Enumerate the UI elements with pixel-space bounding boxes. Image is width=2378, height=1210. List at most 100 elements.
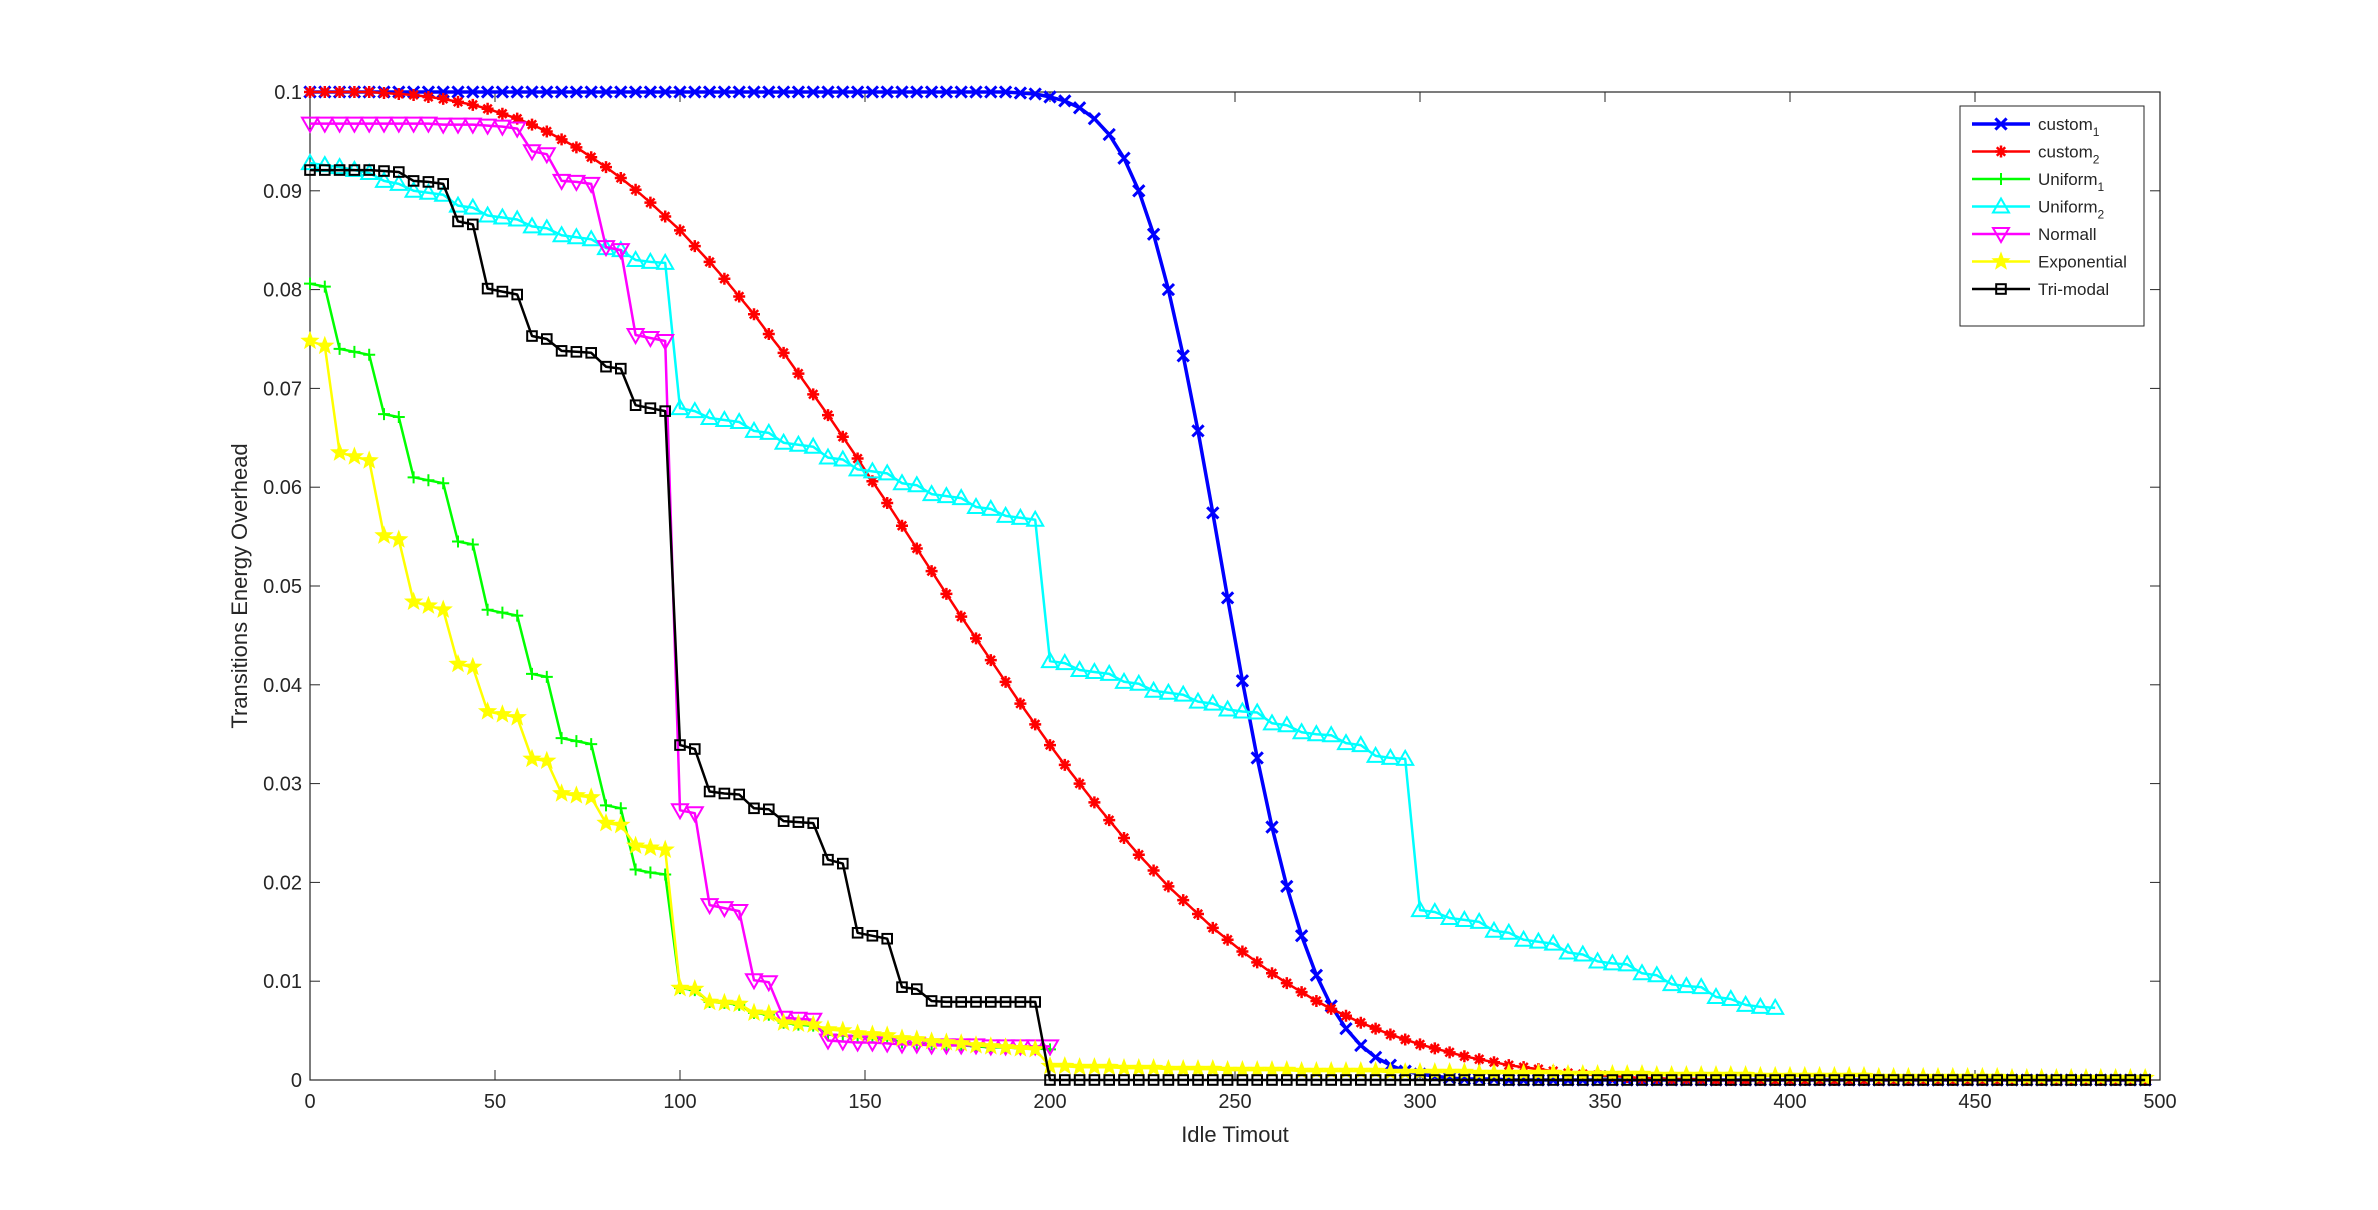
data-point	[759, 975, 779, 993]
data-point	[403, 180, 424, 198]
data-point	[392, 411, 405, 424]
data-point	[921, 484, 942, 502]
data-point	[1676, 976, 1697, 994]
data-point	[1251, 1074, 1264, 1086]
y-tick-label: 0.06	[263, 477, 302, 499]
data-point	[907, 475, 927, 493]
data-point	[522, 144, 542, 162]
data-point	[570, 735, 583, 748]
data-point	[1280, 879, 1294, 894]
data-point	[1325, 1074, 1338, 1086]
x-tick-label: 350	[1588, 1091, 1621, 1113]
data-point	[378, 86, 390, 99]
data-point	[1706, 986, 1726, 1005]
data-point	[537, 750, 557, 770]
data-point	[1369, 1074, 1382, 1086]
data-point	[777, 346, 790, 359]
data-point	[1265, 820, 1279, 834]
data-point	[614, 802, 627, 815]
data-point	[378, 408, 390, 421]
data-point	[403, 116, 424, 134]
data-point	[463, 117, 483, 135]
data-point	[418, 595, 439, 614]
data-point	[1013, 86, 1028, 100]
data-point	[1828, 1074, 1841, 1086]
data-point	[1069, 659, 1090, 677]
data-point	[1499, 922, 1519, 940]
legend-label-subscript: 1	[2093, 125, 2100, 139]
data-point	[2109, 1074, 2122, 1086]
data-point	[673, 85, 687, 99]
data-point	[1325, 1002, 1338, 1015]
data-point	[955, 610, 968, 623]
data-point	[777, 815, 790, 827]
data-point	[1203, 1058, 1223, 1078]
data-point	[569, 85, 584, 99]
data-point	[300, 116, 320, 134]
data-point	[881, 932, 894, 945]
data-point	[1025, 1039, 1045, 1058]
x-tick-label: 400	[1773, 1091, 1806, 1113]
data-point	[951, 1033, 971, 1052]
data-point	[437, 92, 450, 105]
data-point	[1784, 1074, 1796, 1086]
legend-entry: custom1	[1972, 115, 2100, 139]
data-point	[477, 118, 498, 136]
data-point	[629, 183, 642, 196]
data-point	[1665, 1074, 1678, 1086]
data-point	[393, 166, 405, 178]
data-point	[1010, 1038, 1031, 1057]
data-point	[507, 121, 527, 139]
data-point	[806, 85, 820, 99]
data-point	[433, 117, 453, 135]
data-point	[1558, 1063, 1578, 1083]
data-point	[744, 420, 764, 438]
data-point	[1543, 933, 1563, 951]
legend-entry: Normall	[1972, 225, 2097, 245]
data-point	[1947, 1074, 1959, 1086]
data-point	[492, 119, 513, 137]
data-point	[496, 107, 509, 120]
data-point	[1425, 902, 1445, 920]
data-point	[836, 430, 849, 443]
data-point	[1040, 651, 1060, 669]
data-point	[1399, 1033, 1412, 1046]
data-point	[481, 603, 494, 616]
data-point	[880, 85, 894, 99]
data-point	[759, 1003, 779, 1023]
data-point	[999, 675, 1012, 688]
data-point	[1765, 997, 1785, 1015]
data-point	[1114, 1057, 1134, 1077]
data-point	[807, 388, 820, 401]
data-point	[1503, 1074, 1515, 1086]
data-point	[581, 176, 601, 194]
data-point	[939, 85, 954, 99]
data-point	[748, 802, 760, 815]
legend-label: Uniform2	[2038, 198, 2105, 222]
data-point	[540, 85, 554, 99]
data-point	[1458, 1050, 1471, 1063]
data-point	[655, 839, 675, 859]
data-point	[407, 471, 420, 484]
data-point	[1380, 747, 1401, 765]
data-point	[940, 587, 953, 600]
data-point	[480, 85, 495, 99]
data-point	[2050, 1074, 2063, 1086]
data-point	[566, 785, 587, 804]
data-point	[747, 85, 761, 99]
data-point	[555, 133, 568, 146]
data-point	[925, 565, 938, 578]
data-point	[389, 116, 409, 134]
data-point	[1295, 986, 1308, 999]
data-point	[1399, 1074, 1412, 1086]
data-point	[1454, 909, 1475, 927]
data-point	[611, 814, 631, 834]
data-point	[896, 519, 908, 532]
data-point	[1266, 967, 1278, 980]
data-point	[1055, 653, 1075, 671]
data-point	[1721, 988, 1741, 1006]
data-point	[803, 1014, 823, 1033]
data-point	[1414, 1038, 1426, 1051]
data-point	[304, 277, 316, 290]
data-point	[348, 345, 361, 358]
